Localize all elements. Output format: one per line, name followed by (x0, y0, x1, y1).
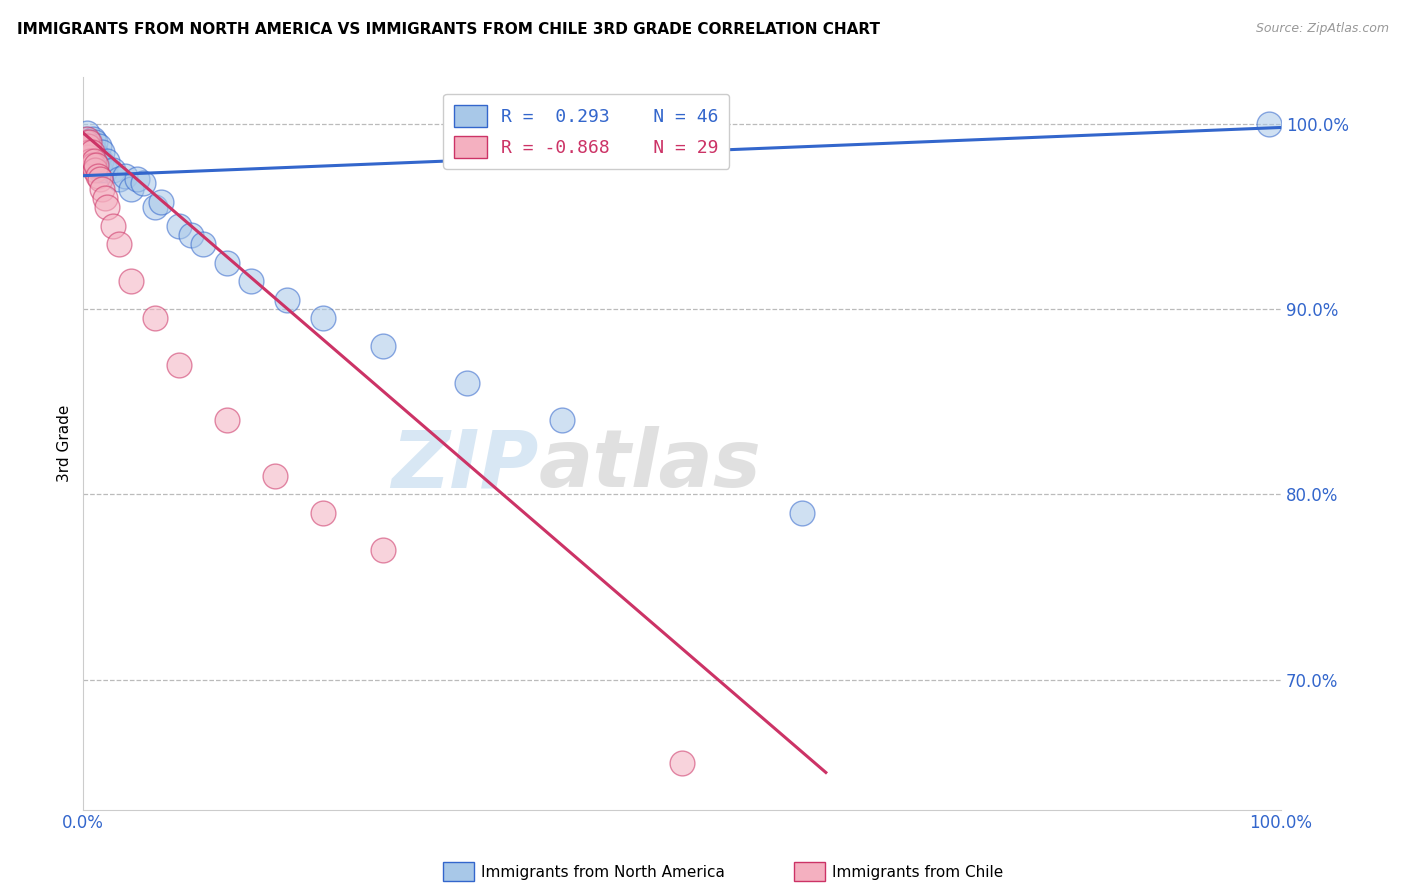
Point (150, 194, 173, 209)
Point (89, 172, 111, 186)
Point (90, 153, 112, 168)
Point (80, 139, 103, 153)
Text: IMMIGRANTS FROM NORTH AMERICA VS IMMIGRANTS FROM CHILE 3RD GRADE CORRELATION CHA: IMMIGRANTS FROM NORTH AMERICA VS IMMIGRA… (17, 22, 880, 37)
Point (83, 153, 105, 168)
Text: Immigrants from Chile: Immigrants from Chile (832, 865, 1004, 880)
Point (103, 163, 125, 178)
Point (371, 339, 394, 353)
Point (82, 157, 104, 171)
Point (84, 145, 107, 159)
Point (108, 172, 131, 186)
Point (77, 136, 100, 150)
Point (73, 145, 96, 159)
Point (120, 181, 142, 195)
Point (82, 145, 104, 159)
Point (551, 413, 574, 427)
Point (790, 506, 813, 520)
Point (75, 131, 97, 145)
Point (371, 543, 394, 558)
Point (127, 172, 149, 186)
Point (215, 413, 238, 427)
Point (94, 191, 117, 205)
Point (79, 145, 101, 159)
Point (167, 219, 190, 233)
Point (75, 139, 97, 153)
Point (114, 169, 136, 183)
Point (86, 157, 108, 171)
Point (671, 756, 693, 771)
Text: atlas: atlas (538, 426, 761, 505)
Point (312, 506, 335, 520)
Point (82, 131, 104, 145)
Point (76, 153, 98, 168)
Point (84, 136, 107, 150)
Point (80, 153, 103, 168)
Point (73, 139, 96, 153)
Point (103, 219, 125, 233)
Point (456, 376, 478, 391)
Y-axis label: 3rd Grade: 3rd Grade (58, 405, 72, 483)
Point (276, 293, 298, 307)
Point (77, 136, 100, 150)
Point (76, 145, 98, 159)
Point (96, 200, 118, 214)
Point (76, 131, 98, 145)
Point (75, 136, 97, 150)
Point (84, 163, 107, 178)
Point (132, 176, 155, 190)
Point (312, 311, 335, 326)
Point (120, 274, 142, 288)
Point (86, 157, 108, 171)
Text: Immigrants from North America: Immigrants from North America (481, 865, 724, 880)
Point (143, 311, 166, 326)
Point (83, 153, 105, 168)
Point (96, 153, 118, 168)
Point (80, 145, 103, 159)
Point (76, 126, 98, 140)
Point (79, 136, 101, 150)
Point (77, 150, 100, 164)
Point (180, 227, 202, 242)
Point (89, 163, 111, 178)
Legend: R =  0.293    N = 46, R = -0.868    N = 29: R = 0.293 N = 46, R = -0.868 N = 29 (443, 94, 730, 169)
Text: ZIP: ZIP (391, 426, 538, 505)
Point (77, 150, 100, 164)
Point (77, 145, 100, 159)
Point (94, 163, 117, 178)
Point (91, 181, 114, 195)
Point (77, 139, 100, 153)
Point (86, 169, 108, 183)
Point (1258, 117, 1281, 131)
Point (167, 358, 190, 372)
Text: Source: ZipAtlas.com: Source: ZipAtlas.com (1256, 22, 1389, 36)
Point (86, 150, 108, 164)
Point (215, 256, 238, 270)
Point (79, 153, 101, 168)
Point (143, 200, 166, 214)
Point (108, 237, 131, 252)
Point (264, 469, 287, 483)
Point (77, 136, 100, 150)
Point (87, 139, 110, 153)
Point (239, 274, 262, 288)
Point (77, 145, 100, 159)
Point (91, 145, 114, 159)
Point (191, 237, 214, 252)
